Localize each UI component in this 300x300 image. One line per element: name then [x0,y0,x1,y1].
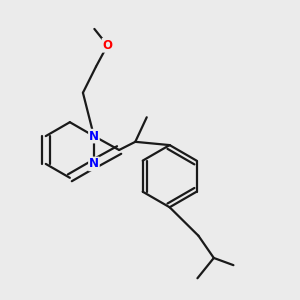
Text: N: N [89,158,99,170]
Text: N: N [89,130,99,142]
Text: O: O [103,39,112,52]
